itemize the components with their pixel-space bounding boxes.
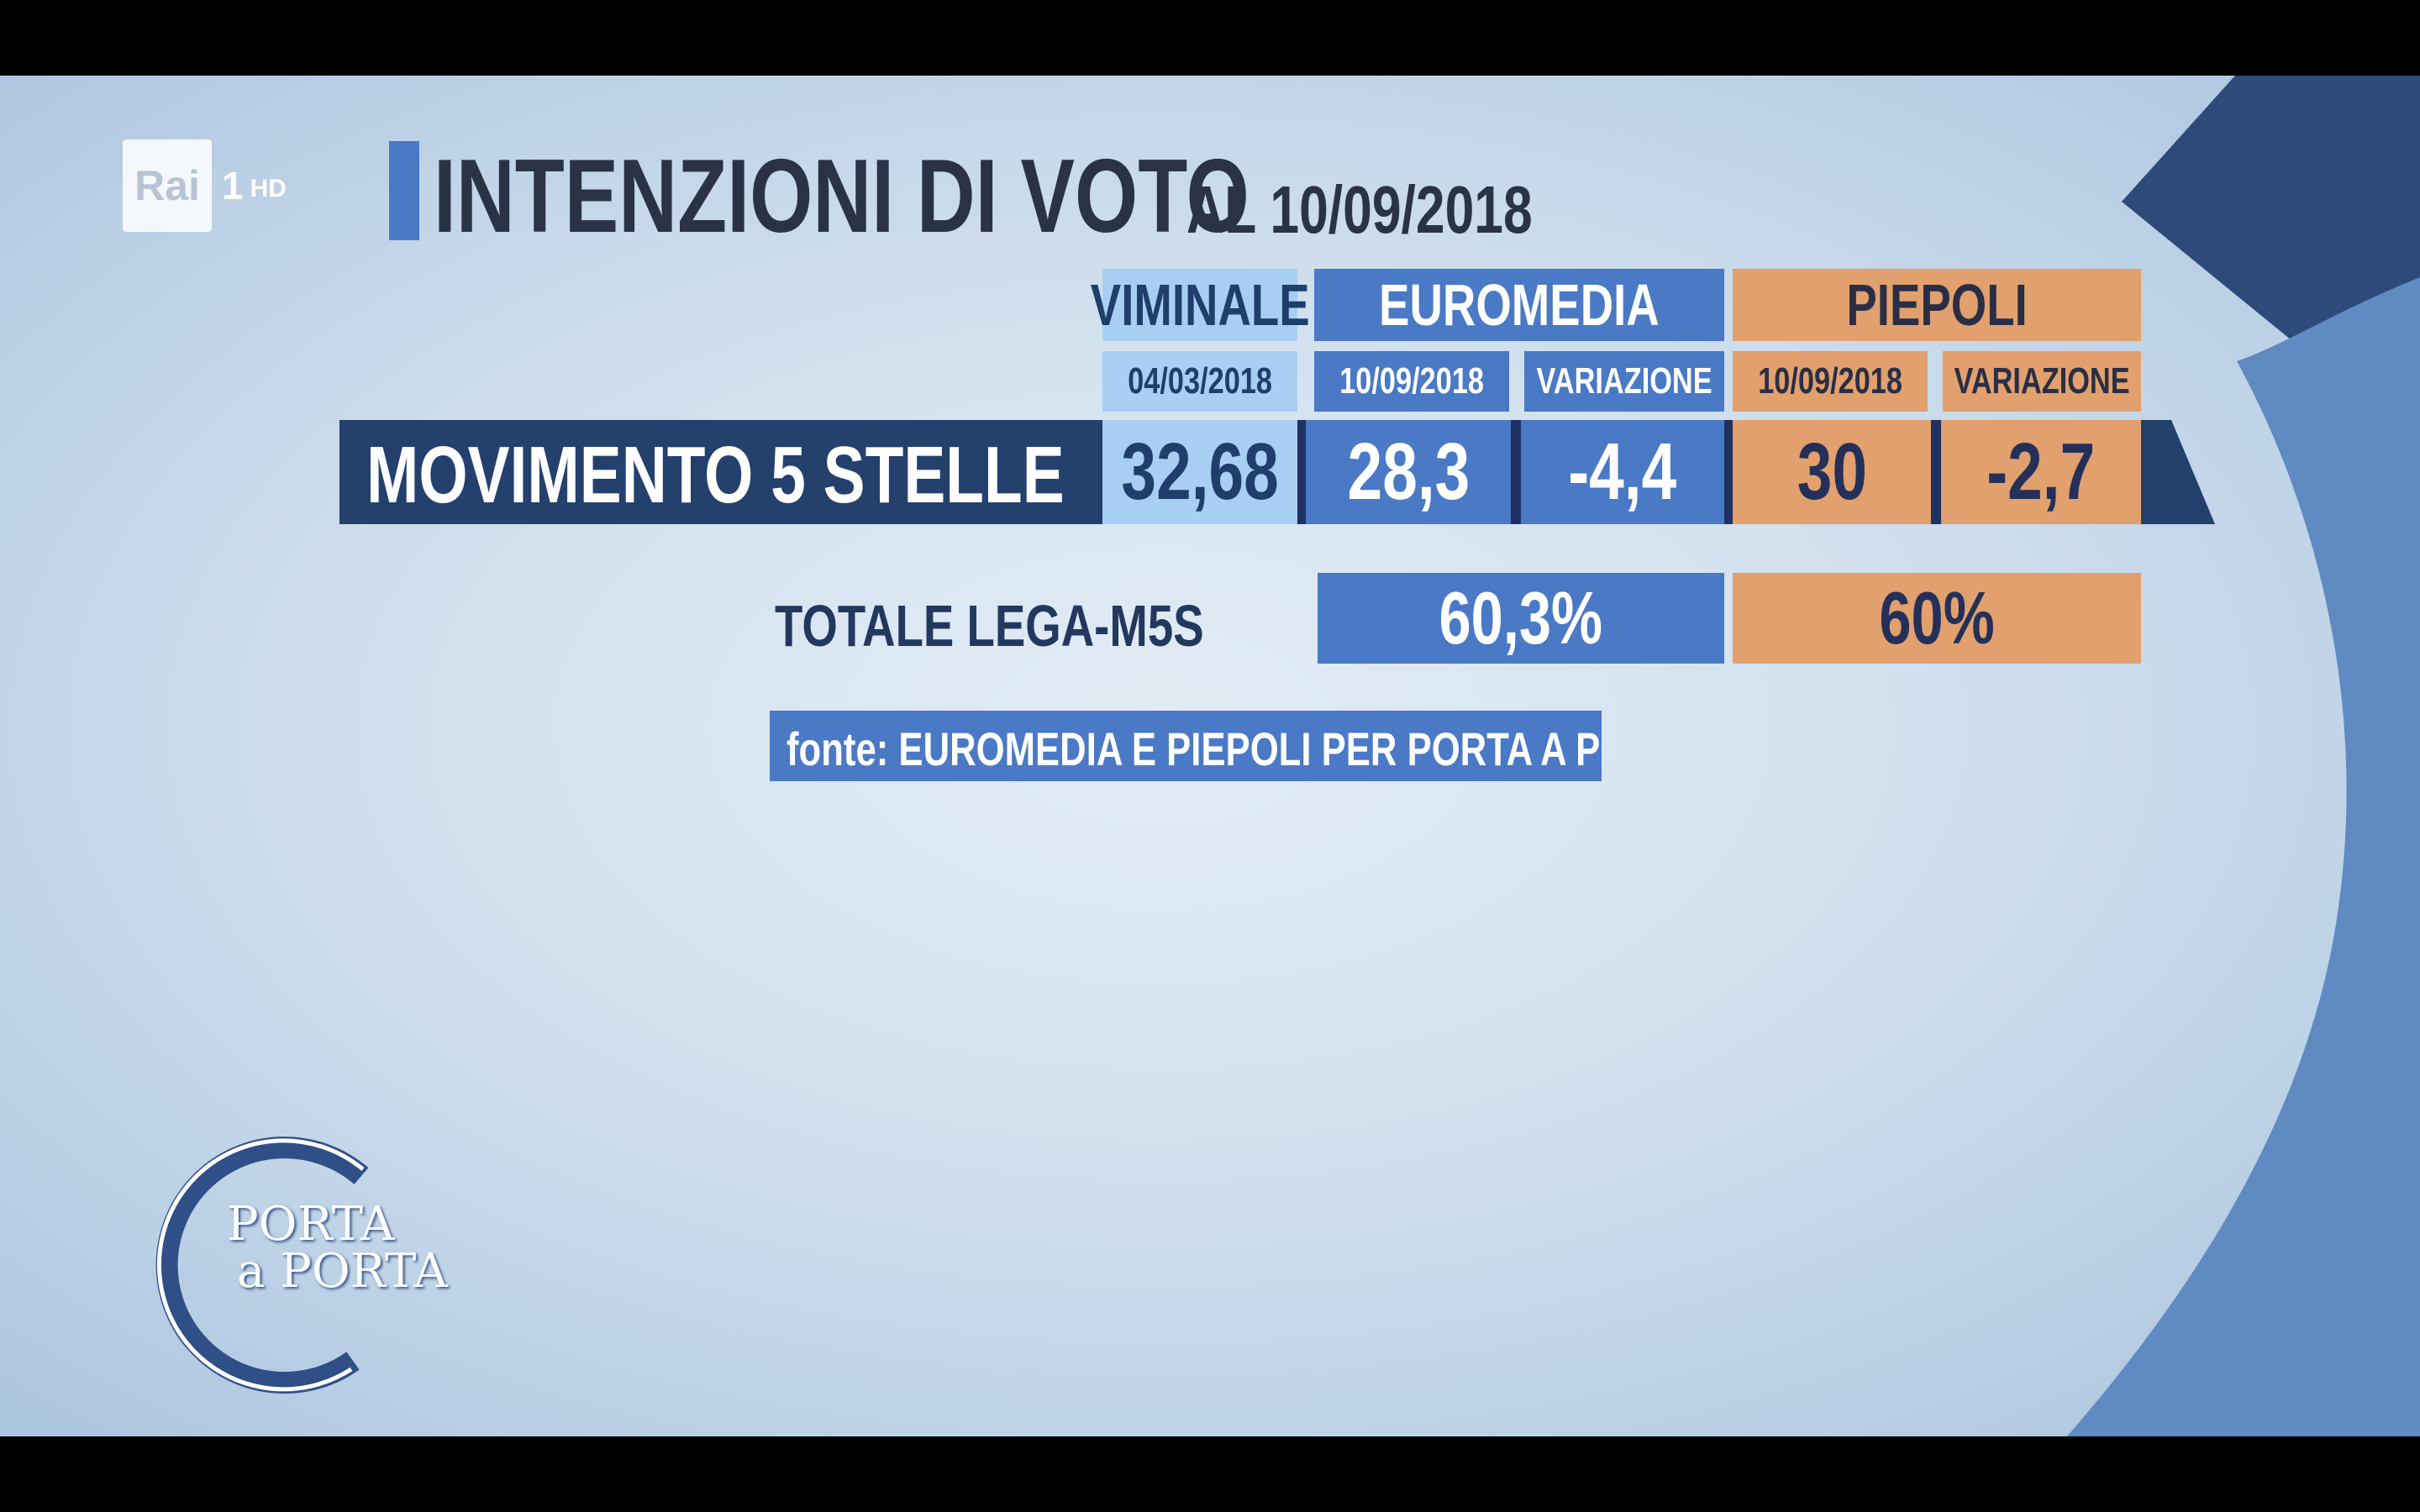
value-viminale: 32,68	[1102, 420, 1297, 524]
show-logo-ring	[155, 1137, 369, 1394]
channel-number: 1	[222, 164, 244, 207]
date-viminale: 04/03/2018	[1102, 351, 1297, 412]
date-piepoli: 10/09/2018	[1733, 351, 1928, 412]
header-piepoli: PIEPOLI	[1733, 269, 2141, 341]
date-euromedia: 10/09/2018	[1314, 351, 1509, 412]
row-separator	[1297, 420, 1306, 524]
value-euromedia: 28,3	[1306, 420, 1511, 524]
page-title: INTENZIONI DI VOTO	[434, 139, 1249, 255]
total-euromedia: 60,3%	[1318, 573, 1724, 664]
row-separator	[1931, 420, 1941, 524]
channel-logo: Rai 1 HD	[123, 139, 287, 232]
channel-quality: HD	[250, 175, 287, 202]
show-logo-line2: a PORTA	[237, 1244, 448, 1299]
show-logo-line1: PORTA	[227, 1197, 395, 1252]
variation-header-euromedia: VARIAZIONE	[1524, 351, 1724, 412]
total-piepoli: 60%	[1733, 573, 2141, 664]
background-decoration	[2067, 76, 2420, 1436]
source-text: fonte: EUROMEDIA E PIEPOLI PER PORTA A P…	[786, 722, 1602, 775]
party-name: MOVIMENTO 5 STELLE	[366, 430, 1065, 520]
rai-logo-box: Rai	[123, 139, 212, 232]
value-piepoli: 30	[1733, 420, 1931, 524]
rai-logo-text: Rai	[134, 162, 200, 209]
title-accent-bar	[389, 141, 419, 240]
header-viminale: VIMINALE	[1091, 269, 1309, 341]
value-euromedia-variation: -4,4	[1521, 420, 1724, 524]
row-separator	[1511, 420, 1521, 524]
total-label: TOTALE LEGA-M5S	[775, 593, 1204, 659]
broadcast-frame: Rai 1 HD INTENZIONI DI VOTO AL 10/09/201…	[0, 76, 2420, 1436]
value-piepoli-variation: -2,7	[1941, 420, 2141, 524]
header-euromedia: EUROMEDIA	[1314, 269, 1724, 341]
page-title-date: AL 10/09/2018	[1186, 172, 1533, 247]
variation-header-piepoli: VARIAZIONE	[1943, 351, 2141, 412]
source-box: fonte: EUROMEDIA E PIEPOLI PER PORTA A P…	[770, 711, 1602, 781]
row-separator	[1724, 420, 1733, 524]
